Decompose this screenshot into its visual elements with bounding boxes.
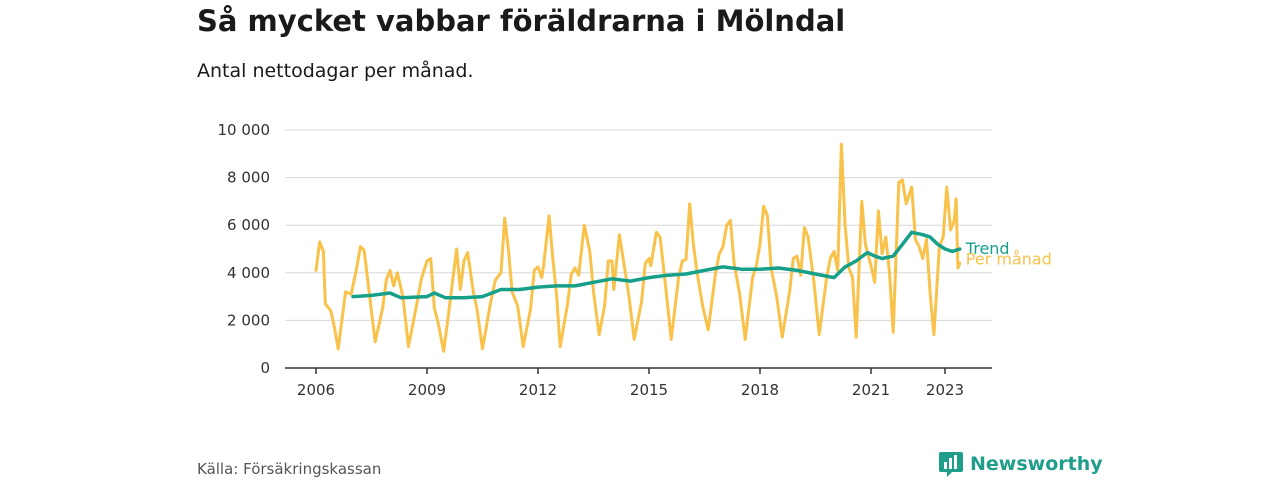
chart-title: Så mycket vabbar föräldrarna i Mölndal [197, 4, 846, 38]
x-tick-label: 2006 [297, 381, 335, 399]
newsworthy-logo-icon [939, 452, 963, 477]
trend-series-label: Trend [965, 239, 1010, 258]
monthly-series-label: Per månad [966, 249, 1052, 268]
brand-name: Newsworthy [970, 453, 1103, 475]
y-tick-label: 2 000 [227, 311, 270, 329]
chart-subtitle: Antal nettodagar per månad. [197, 60, 474, 82]
source-note: Källa: Försäkringskassan [197, 460, 382, 478]
y-tick-label: 8 000 [227, 169, 270, 187]
trend-series-line [351, 230, 962, 300]
y-tick-label: 6 000 [227, 216, 270, 234]
brand-logo: Newsworthy [938, 450, 1103, 478]
x-tick-label: 2012 [519, 381, 557, 399]
x-tick-label: 2015 [630, 381, 668, 399]
y-tick-label: 10 000 [218, 121, 271, 139]
x-tick-label: 2018 [741, 381, 779, 399]
x-tick-label: 2021 [852, 381, 890, 399]
monthly-series-line [314, 142, 962, 353]
x-tick-label: 2023 [926, 381, 964, 399]
y-tick-label: 4 000 [227, 264, 270, 282]
x-tick-label: 2009 [408, 381, 446, 399]
y-tick-label: 0 [260, 359, 270, 377]
